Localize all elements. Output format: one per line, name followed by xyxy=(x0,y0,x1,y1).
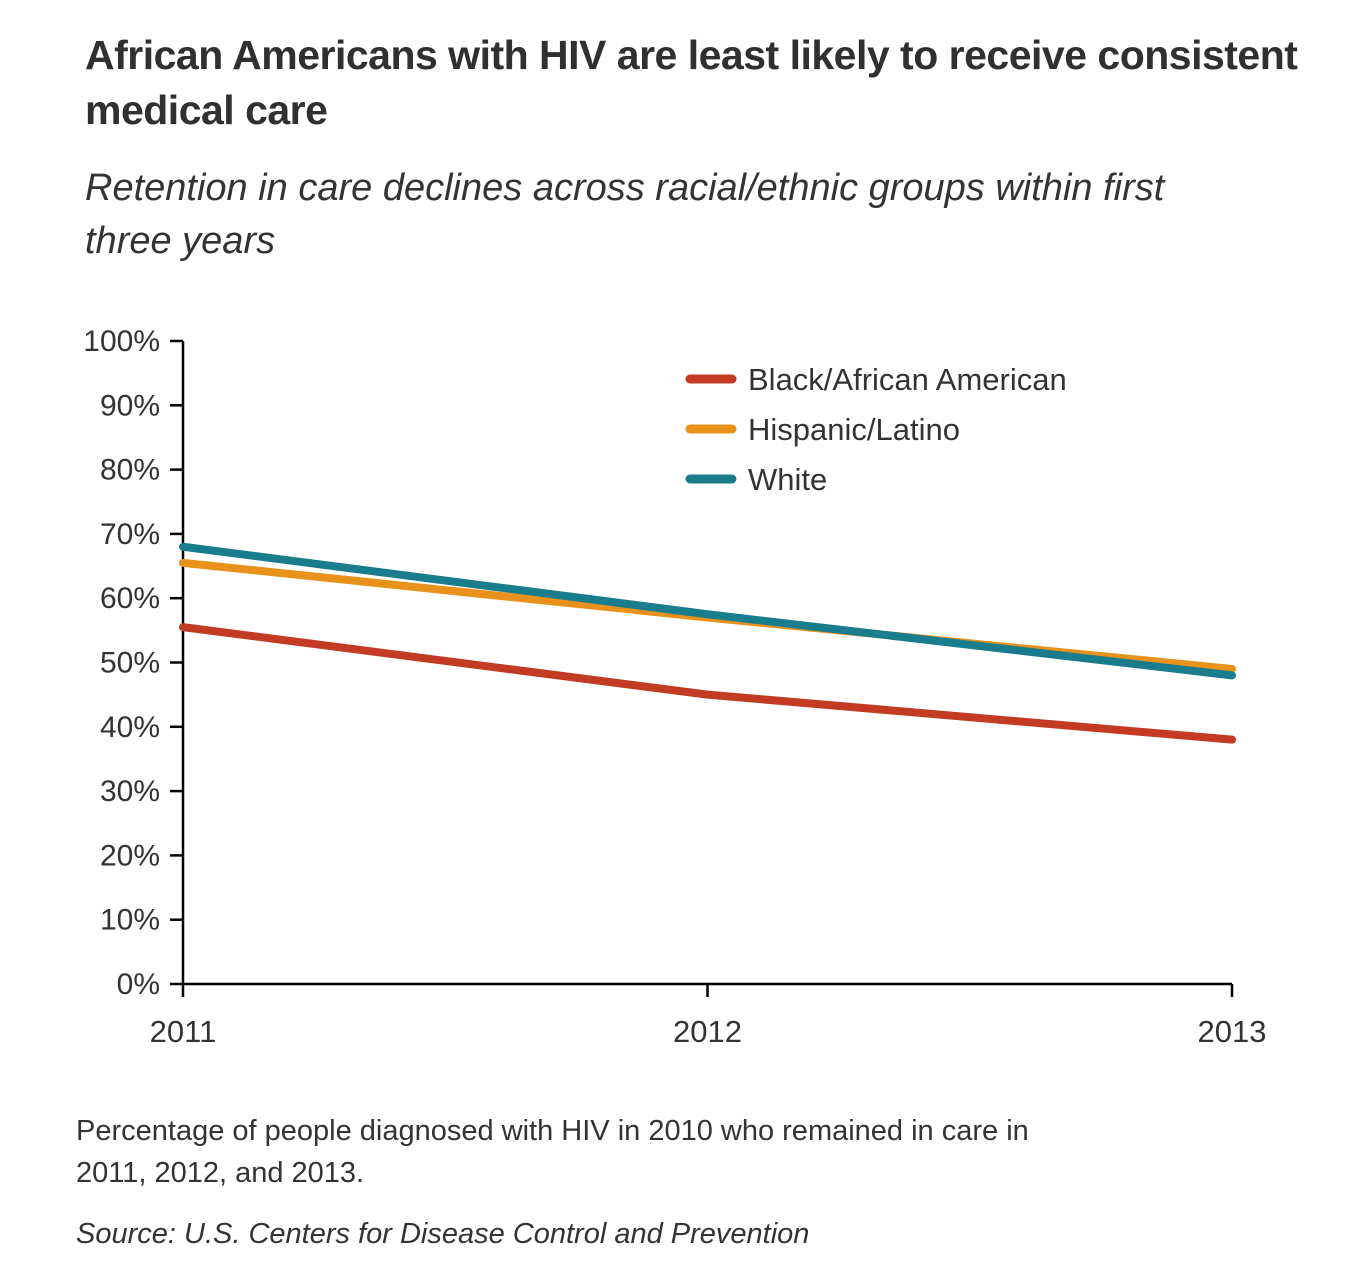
legend-item: Black/African American xyxy=(685,362,1067,397)
chart-subtitle: Retention in care declines across racial… xyxy=(85,167,1165,263)
chart-footnote: Percentage of people diagnosed with HIV … xyxy=(76,1115,1029,1190)
series-line-black-african-american xyxy=(179,623,1236,744)
line-chart: 0% 10% 20% 30% 40% 50% 60% 70% 80% 90% 100% 2011 201… xyxy=(0,300,1363,1080)
y-tick-label: 100% xyxy=(83,325,160,358)
y-tick-label: 10% xyxy=(100,904,160,937)
legend-label: White xyxy=(748,462,827,497)
y-tick-label: 50% xyxy=(100,647,160,680)
legend-item: White xyxy=(685,462,827,497)
legend-label: Black/African American xyxy=(748,362,1067,397)
legend-label: Hispanic/Latino xyxy=(748,412,960,447)
chart-title: African Americans with HIV are least lik… xyxy=(85,32,1298,134)
y-tick-label: 90% xyxy=(100,389,160,422)
line-chart-svg: 0% 10% 20% 30% 40% 50% 60% 70% 80% 90% 100% 2011 201… xyxy=(83,325,1267,1049)
axes xyxy=(181,341,1232,986)
y-tick-label: 20% xyxy=(100,839,160,872)
y-tick-label: 70% xyxy=(100,518,160,551)
x-tick-label: 2013 xyxy=(1198,1014,1267,1049)
x-tick-label: 2011 xyxy=(150,1014,217,1049)
y-tick-label: 40% xyxy=(100,711,160,744)
series-line-white xyxy=(179,542,1236,680)
y-tick-label: 30% xyxy=(100,775,160,808)
chart-source: Source: U.S. Centers for Disease Control… xyxy=(76,1218,810,1250)
legend-item: Hispanic/Latino xyxy=(685,412,960,447)
x-tick-label: 2012 xyxy=(673,1014,742,1049)
y-tick-label: 60% xyxy=(100,582,160,615)
y-tick-label: 0% xyxy=(117,968,160,1001)
y-tick-label: 80% xyxy=(100,454,160,487)
